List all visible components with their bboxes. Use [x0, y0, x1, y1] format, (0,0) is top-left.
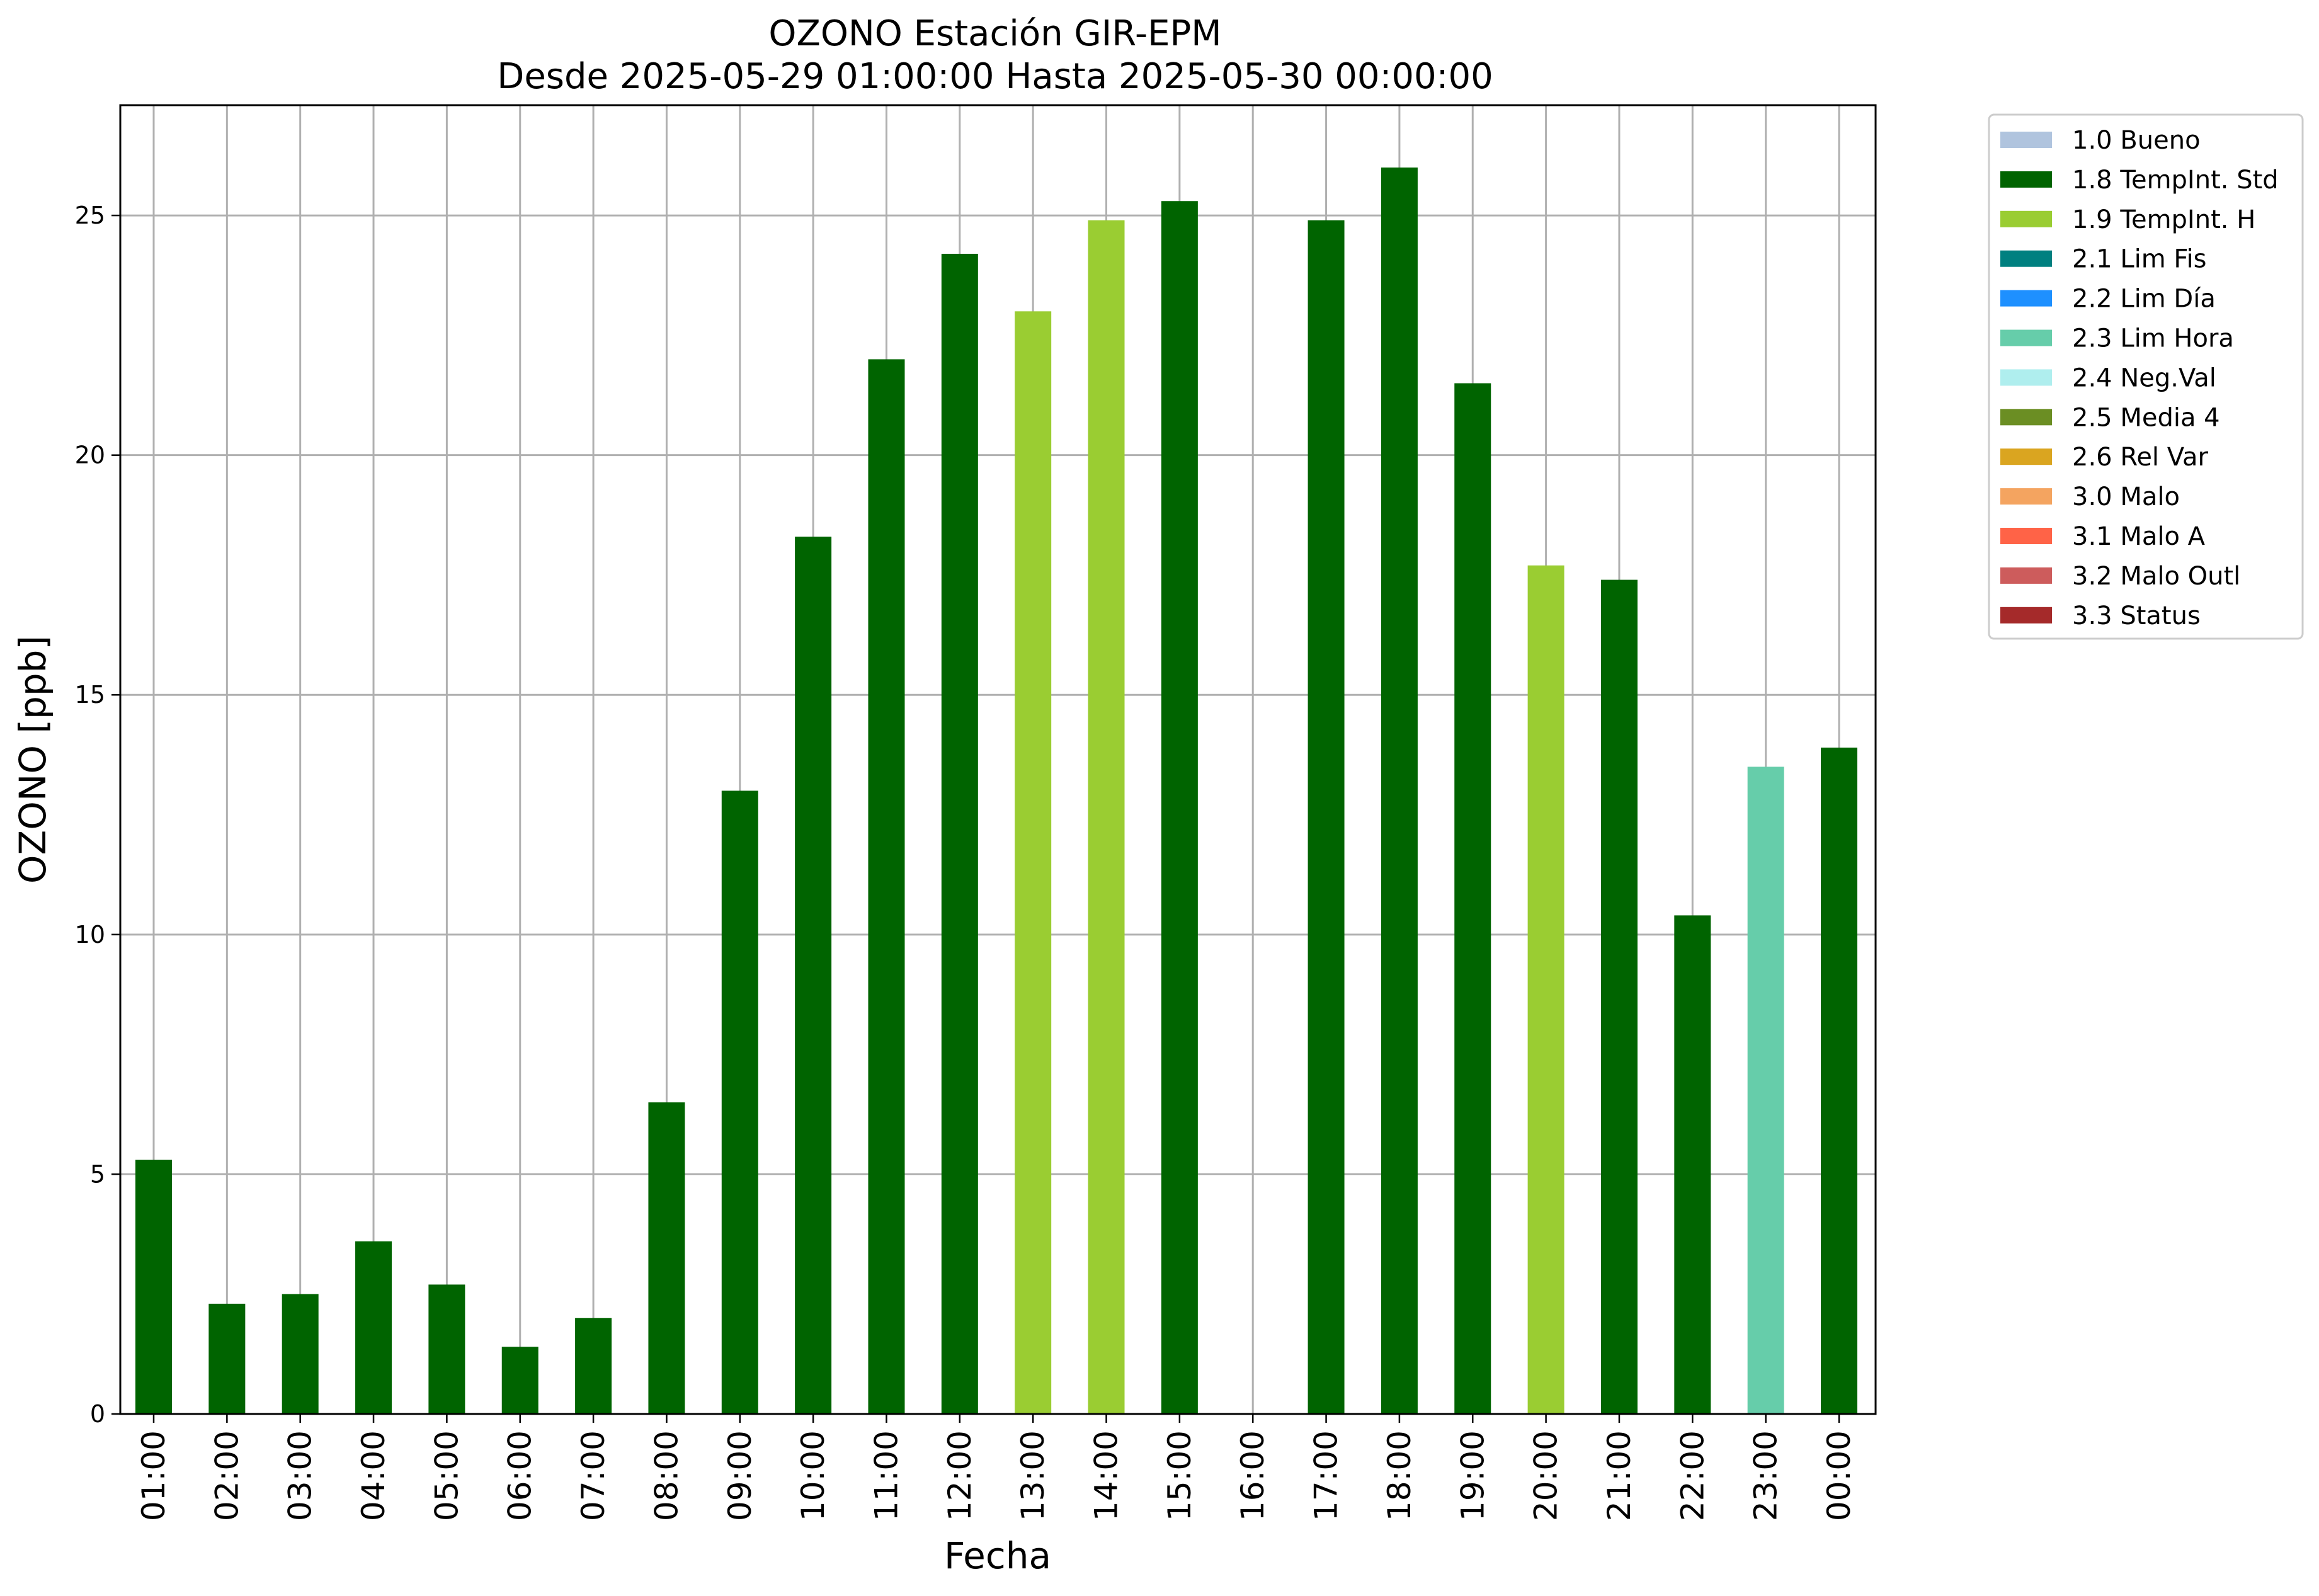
x-tick-label: 09:00: [722, 1430, 758, 1521]
y-tick-label: 20: [75, 442, 105, 469]
legend-label: 1.0 Bueno: [2072, 126, 2201, 155]
legend-swatch: [2000, 369, 2052, 386]
bar-0200: [208, 1303, 246, 1414]
legend-label: 2.1 Lim Fis: [2072, 245, 2206, 274]
legend-label: 2.3 Lim Hora: [2072, 324, 2234, 353]
y-tick-label: 10: [75, 921, 105, 949]
legend-label: 1.9 TempInt. H: [2072, 205, 2255, 234]
bar-1800: [1381, 167, 1418, 1414]
legend-swatch: [2000, 171, 2052, 188]
x-tick-label: 00:00: [1821, 1430, 1857, 1521]
bar-2200: [1674, 915, 1711, 1414]
legend-label: 3.3 Status: [2072, 601, 2201, 630]
x-tick-label: 07:00: [575, 1430, 612, 1521]
x-tick-label: 10:00: [795, 1430, 831, 1521]
bar-1500: [1161, 201, 1198, 1415]
bar-0600: [501, 1347, 538, 1414]
legend-label: 3.1 Malo A: [2072, 522, 2206, 551]
legend-label: 2.6 Rel Var: [2072, 443, 2209, 472]
bar-0700: [575, 1318, 612, 1414]
chart-title: OZONO Estación GIR-EPM: [768, 13, 1221, 54]
legend-frame: [1988, 113, 2304, 640]
legend-label: 2.5 Media 4: [2072, 403, 2220, 432]
y-tick-label: 0: [90, 1400, 105, 1428]
legend-swatch: [2000, 607, 2052, 624]
x-tick-label: 06:00: [502, 1430, 538, 1521]
bars-group: [135, 167, 1857, 1415]
x-tick-label: 04:00: [355, 1430, 392, 1521]
plot-frame: [119, 104, 1877, 1415]
legend: 1.0 Bueno 1.8 TempInt. Std 1.9 TempInt. H 2…: [1988, 113, 2304, 640]
x-tick-label: 12:00: [942, 1430, 978, 1521]
chart-subtitle: Desde 2025-05-29 01:00:00 Hasta 2025-05-…: [497, 56, 1493, 97]
bar-1300: [1015, 311, 1052, 1415]
x-tick-label: 15:00: [1161, 1430, 1198, 1521]
y-tick-label: 15: [75, 681, 105, 709]
x-tick-label: 20:00: [1528, 1430, 1564, 1521]
legend-label: 1.8 TempInt. Std: [2072, 166, 2279, 195]
y-tick-label: 5: [90, 1160, 105, 1188]
legend-swatch: [2000, 567, 2052, 584]
legend-swatch: [2000, 488, 2052, 505]
x-tick-label: 21:00: [1601, 1430, 1638, 1521]
legend-label: 2.2 Lim Día: [2072, 285, 2216, 314]
legend-swatch: [2000, 409, 2052, 426]
legend-label: 3.2 Malo Outl: [2072, 562, 2240, 591]
legend-swatch: [2000, 290, 2052, 307]
x-tick-label: 05:00: [428, 1430, 465, 1521]
bar-1100: [868, 359, 905, 1414]
bar-0000: [1821, 747, 1857, 1414]
bar-0900: [721, 790, 758, 1414]
bar-1900: [1454, 383, 1491, 1414]
bar-0400: [355, 1241, 392, 1414]
legend-swatch: [2000, 448, 2052, 465]
bar-2000: [1527, 565, 1564, 1414]
x-tick-label: 03:00: [282, 1430, 319, 1521]
x-tick-label: 13:00: [1015, 1430, 1051, 1521]
x-tick-label: 19:00: [1454, 1430, 1491, 1521]
legend-swatch: [2000, 250, 2052, 267]
legend-swatch: [2000, 329, 2052, 346]
bar-0100: [135, 1160, 172, 1414]
x-tick-label: 16:00: [1234, 1430, 1271, 1521]
legend-swatch: [2000, 210, 2052, 227]
legend-items: 1.0 Bueno 1.8 TempInt. Std 1.9 TempInt. H 2…: [2000, 126, 2279, 630]
bar-0800: [648, 1102, 685, 1414]
y-tick-label: 25: [75, 202, 105, 229]
x-tick-label: 18:00: [1381, 1430, 1418, 1521]
bar-0500: [428, 1284, 465, 1414]
bar-0300: [282, 1294, 319, 1414]
bar-2300: [1747, 767, 1784, 1414]
x-tick-label: 23:00: [1748, 1430, 1784, 1521]
bar-1200: [941, 253, 978, 1414]
bar-2100: [1600, 579, 1638, 1414]
bar-1000: [795, 537, 832, 1414]
x-axis-label: Fecha: [944, 1534, 1051, 1577]
legend-swatch: [2000, 528, 2052, 544]
x-axis-ticks: 01:00 02:00 03:00 04:00 05:00 06:00 07:00 08:00…: [135, 1414, 1857, 1521]
x-tick-label: 08:00: [648, 1430, 685, 1521]
x-tick-label: 02:00: [208, 1430, 245, 1521]
bar-1400: [1088, 220, 1125, 1415]
y-axis-ticks: 0 5 10 15 20 25: [75, 202, 120, 1428]
legend-label: 2.4 Neg.Val: [2072, 363, 2216, 392]
x-tick-label: 11:00: [868, 1430, 904, 1521]
y-axis-label: OZONO [ppb]: [11, 636, 54, 884]
x-tick-label: 17:00: [1308, 1430, 1345, 1521]
legend-swatch: [2000, 132, 2052, 148]
legend-label: 3.0 Malo: [2072, 482, 2180, 511]
bar-1700: [1308, 220, 1345, 1415]
x-tick-label: 22:00: [1674, 1430, 1711, 1521]
x-tick-label: 14:00: [1088, 1430, 1125, 1521]
x-tick-label: 01:00: [135, 1430, 172, 1521]
